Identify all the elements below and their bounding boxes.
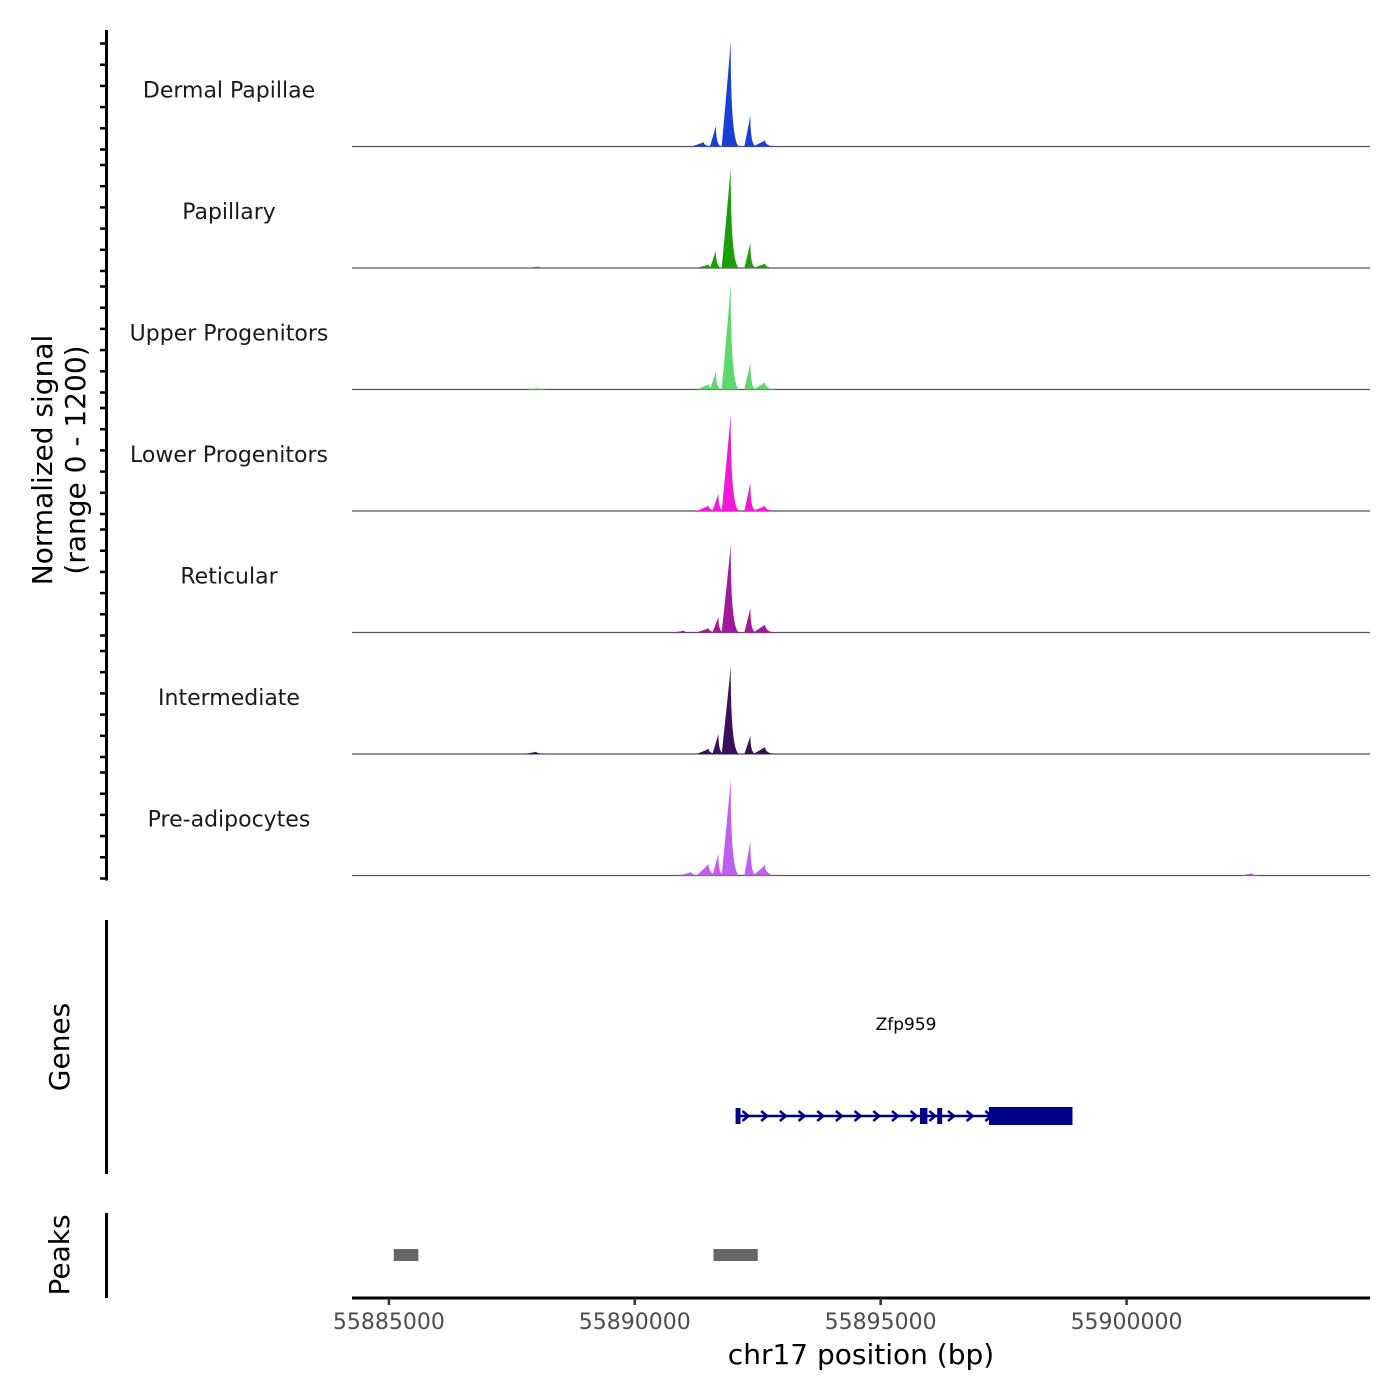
signal-peak (709, 370, 722, 390)
x-tick-label: 55885000 (333, 1310, 445, 1335)
strand-arrow (928, 1110, 938, 1122)
y-axis-title-line2: (range 0 - 1200) (59, 345, 92, 574)
signal-peak (709, 125, 722, 147)
signal-peak (526, 266, 551, 268)
track-dermal-papillae: Dermal Papillae (143, 40, 1370, 148)
peak-region (713, 1249, 758, 1261)
peaks-panel-title: Peaks (43, 1214, 76, 1295)
track-label: Lower Progenitors (130, 443, 328, 468)
signal-peak (1239, 873, 1264, 876)
signal-peak (753, 624, 778, 633)
strand-arrow (779, 1110, 788, 1122)
signal-peak (696, 748, 721, 754)
signal-peak (744, 114, 757, 147)
signal-peak (744, 242, 757, 268)
signal-peak (721, 166, 740, 268)
coverage-tracks: Dermal Papillae Papillary Upper Progenitor… (130, 40, 1370, 877)
gene-label: Zfp959 (876, 1015, 937, 1035)
signal-peak (721, 413, 740, 511)
y-axis-title-line1: Normalized signal (26, 335, 59, 586)
signal-peak (524, 751, 549, 754)
signal-peak (712, 853, 725, 876)
track-intermediate: Intermediate (158, 665, 1370, 755)
signal-peak (753, 382, 778, 390)
x-tick-label: 55895000 (825, 1310, 937, 1335)
signal-peak (744, 481, 757, 511)
gene-exon (937, 1108, 943, 1124)
strand-arrow (909, 1110, 919, 1122)
signal-peak (753, 140, 778, 147)
track-label: Intermediate (158, 686, 300, 711)
signal-peak (744, 735, 757, 754)
strand-arrow (835, 1110, 844, 1122)
track-label: Papillary (182, 200, 276, 225)
track-papillary: Papillary (182, 166, 1370, 269)
x-axis-ticks: 55885000 55890000 55895000 55900000 (333, 1298, 1183, 1335)
signal-peak (671, 630, 696, 633)
signal-peak (696, 264, 721, 268)
track-upper-progenitors: Upper Progenitors (130, 283, 1370, 391)
gene-zfp959: Zfp959 (735, 1015, 1073, 1125)
signal-peak (721, 283, 740, 390)
strand-arrow (947, 1110, 956, 1122)
gene-track: Zfp959 (735, 1015, 1073, 1125)
signal-peak (721, 544, 740, 633)
strand-arrow (760, 1110, 770, 1122)
track-label: Reticular (180, 565, 278, 590)
signal-peak (753, 263, 778, 268)
x-tick-label: 55900000 (1071, 1310, 1183, 1335)
x-tick-label: 55890000 (579, 1310, 691, 1335)
track-label: Dermal Papillae (143, 79, 315, 104)
signal-peak (696, 384, 721, 390)
peak-region (393, 1249, 419, 1261)
coverage-axis (100, 30, 108, 881)
signal-peak (721, 665, 740, 754)
strand-arrow (741, 1110, 751, 1122)
strand-arrow (965, 1110, 975, 1122)
gene-exon (920, 1108, 928, 1124)
gene-exon (735, 1108, 741, 1124)
track-reticular: Reticular (180, 544, 1370, 634)
signal-peak (744, 840, 757, 876)
track-label: Upper Progenitors (130, 322, 329, 347)
signal-peak (712, 733, 725, 754)
signal-peak (753, 864, 778, 876)
strand-arrow (816, 1110, 826, 1122)
signal-peak (696, 864, 721, 876)
strand-arrow (853, 1110, 863, 1122)
track-lower-progenitors: Lower Progenitors (130, 413, 1370, 512)
signal-peak (696, 628, 721, 633)
strand-arrow (797, 1110, 807, 1122)
signal-peak (712, 616, 725, 633)
strand-arrow (891, 1110, 900, 1122)
x-axis-title: chr17 position (bp) (728, 1338, 994, 1371)
signal-peak (753, 505, 778, 511)
peak-track (393, 1249, 758, 1261)
signal-peak (526, 388, 551, 390)
strand-arrow (872, 1110, 882, 1122)
signal-peak (712, 493, 725, 511)
signal-peak (721, 778, 740, 876)
signal-peak (691, 142, 716, 147)
signal-peak (753, 746, 778, 754)
gene-exon (988, 1107, 1073, 1125)
signal-peak (721, 40, 740, 147)
track-label: Pre-adipocytes (148, 808, 311, 833)
genes-panel-title: Genes (43, 1003, 76, 1091)
track-pre-adipocytes: Pre-adipocytes (148, 778, 1370, 877)
signal-peak (744, 362, 757, 390)
signal-peak (696, 505, 721, 511)
signal-peak (744, 607, 757, 633)
signal-peak (679, 871, 704, 876)
signal-peak (709, 250, 722, 268)
